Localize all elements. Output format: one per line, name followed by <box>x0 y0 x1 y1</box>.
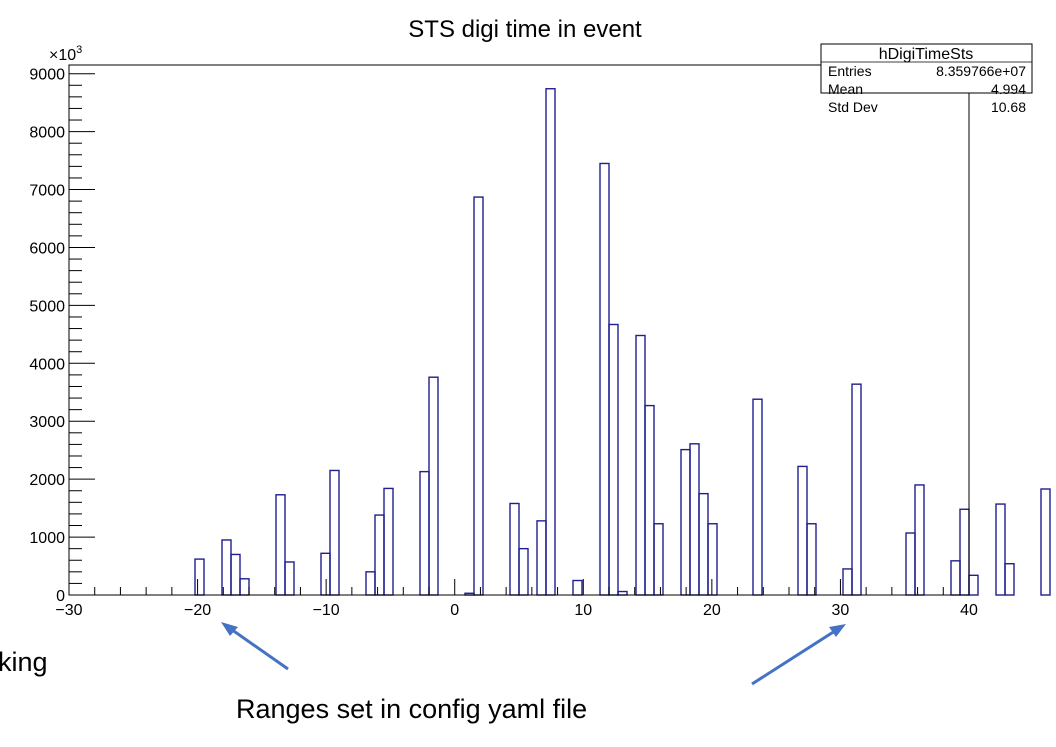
y-tick-label: 8000 <box>29 125 65 142</box>
stats-mean-value: 4.994 <box>991 81 1026 97</box>
histogram-bin <box>950 560 961 596</box>
x-tick-label: 30 <box>832 602 850 619</box>
x-tick-label: 40 <box>960 602 978 619</box>
y-tick-label: 3000 <box>29 414 65 431</box>
histogram-bin <box>653 523 664 596</box>
left-clipped-annotation: king <box>0 647 48 677</box>
histogram-bin <box>320 552 331 596</box>
histogram-bin <box>680 448 691 596</box>
histogram-bin <box>329 469 340 596</box>
histogram-bin <box>842 568 853 596</box>
stats-entries-value: 8.359766e+07 <box>936 63 1026 79</box>
stats-mean-label: Mean <box>828 81 863 97</box>
y-tick-label: 4000 <box>29 356 65 373</box>
histogram-bin <box>419 470 430 596</box>
histogram-bin <box>995 503 1006 596</box>
stats-stddev-label: Std Dev <box>828 99 878 115</box>
histogram-bin <box>572 579 583 596</box>
y-tick-label: 0 <box>56 588 65 605</box>
left-arrow <box>227 625 289 671</box>
histogram-bin <box>851 383 862 596</box>
y-tick-label: 9000 <box>29 67 65 84</box>
histogram-bin <box>914 484 925 596</box>
stats-entries-label: Entries <box>828 63 872 79</box>
x-tick-label: 0 <box>450 602 459 619</box>
histogram-bin <box>959 508 970 596</box>
y-multiplier-base: ×10 <box>49 47 76 64</box>
y-tick-label: 7000 <box>29 183 65 200</box>
left-arrow-head <box>221 622 238 636</box>
histogram-bin <box>473 196 484 596</box>
y-tick-label: 6000 <box>29 240 65 257</box>
histogram-bin <box>1040 488 1051 596</box>
histogram-bin <box>608 323 619 596</box>
histogram-bin <box>221 539 232 596</box>
histogram-bin <box>374 514 385 596</box>
histogram-bin <box>230 553 241 596</box>
histogram-bin <box>509 502 520 596</box>
histogram-bin <box>239 578 250 596</box>
histogram-bin <box>635 334 646 596</box>
stats-box: hDigiTimeSts Entries 8.359766e+07 Mean 4… <box>820 43 1033 115</box>
annotation-arrows <box>221 622 846 686</box>
x-tick-label: 20 <box>703 602 721 619</box>
histogram-bin <box>689 443 700 596</box>
histogram-bin <box>1004 563 1015 596</box>
histogram-bin <box>518 547 529 596</box>
histogram-bin <box>194 558 205 596</box>
histogram-bin <box>707 523 718 596</box>
histogram-bin <box>383 487 394 596</box>
y-axis: 0 1000 2000 3000 4000 5000 6000 7000 8000 9000 <box>29 67 95 605</box>
x-tick-label: −10 <box>313 602 340 619</box>
histogram-bin <box>797 465 808 596</box>
histogram-bin <box>599 162 610 596</box>
histogram-bin <box>275 494 286 596</box>
histogram-bin <box>968 574 979 596</box>
right-arrow <box>751 627 839 686</box>
y-tick-label: 5000 <box>29 298 65 315</box>
histogram-bin <box>428 376 439 596</box>
y-tick-label: 2000 <box>29 472 65 489</box>
histogram-bin <box>905 532 916 596</box>
x-tick-label: −20 <box>184 602 211 619</box>
y-multiplier-exponent: 3 <box>76 44 82 56</box>
right-arrow-head <box>829 624 846 637</box>
svg-text:×103: ×103 <box>49 44 82 64</box>
histogram-bin <box>644 404 655 596</box>
histogram-bars <box>194 88 1051 596</box>
histogram-bin <box>365 571 376 596</box>
x-tick-label: −30 <box>55 602 82 619</box>
x-tick-label: 10 <box>574 602 592 619</box>
x-axis: −30 −20 −10 0 10 20 30 40 <box>55 579 978 619</box>
histogram-bin <box>545 88 556 596</box>
histogram-bin <box>752 398 763 596</box>
stats-title: hDigiTimeSts <box>879 46 974 63</box>
y-tick-label: 1000 <box>29 530 65 547</box>
histogram-bin <box>284 561 295 596</box>
ranges-annotation: Ranges set in config yaml file <box>236 694 588 724</box>
y-axis-multiplier: ×103 <box>49 44 82 64</box>
histogram-bin <box>617 590 628 596</box>
stats-stddev-value: 10.68 <box>991 99 1026 115</box>
histogram-bin <box>536 520 547 596</box>
chart-title: STS digi time in event <box>408 16 642 43</box>
histogram-bin <box>698 492 709 596</box>
plot-frame <box>68 64 970 596</box>
histogram-bin <box>806 523 817 596</box>
